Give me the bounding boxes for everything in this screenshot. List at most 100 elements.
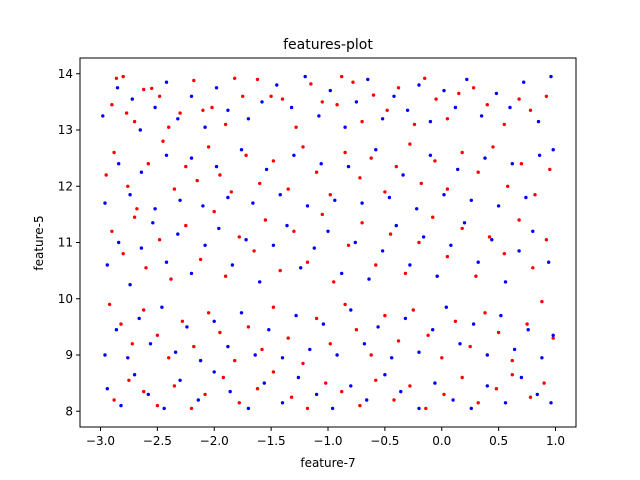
y-axis: 8 9 10 11 12 13 14 <box>58 67 80 418</box>
data-point <box>462 221 467 225</box>
data-point <box>218 173 222 177</box>
data-point <box>292 153 296 157</box>
points-layer <box>101 74 555 411</box>
data-point <box>263 218 268 222</box>
data-point <box>548 167 552 172</box>
data-point <box>246 406 251 411</box>
data-point <box>189 94 194 99</box>
data-point <box>424 406 428 411</box>
data-point <box>354 100 359 104</box>
data-point <box>540 356 544 360</box>
data-point <box>517 97 521 101</box>
data-point <box>144 266 148 270</box>
data-point <box>286 187 290 191</box>
data-point <box>319 162 323 166</box>
data-point <box>392 398 396 402</box>
data-point <box>218 330 222 335</box>
x-axis: −3.0 −2.5 −2.0 −1.5 −1.0 −0.5 0.0 0.5 1.0 <box>86 427 565 448</box>
data-point <box>440 356 444 360</box>
data-point <box>251 201 255 205</box>
data-point <box>349 308 353 312</box>
data-point <box>164 80 169 84</box>
data-point <box>244 238 248 242</box>
data-point <box>226 344 230 349</box>
data-point <box>237 401 241 405</box>
x-axis-label: feature-7 <box>300 456 355 470</box>
data-point <box>392 94 396 99</box>
data-point <box>280 356 285 360</box>
data-point <box>415 207 419 211</box>
y-tick-label: 9 <box>65 348 73 362</box>
data-point <box>314 316 319 321</box>
data-point <box>262 381 266 385</box>
data-point <box>362 342 367 346</box>
data-point <box>142 87 146 92</box>
data-point <box>112 398 116 402</box>
data-point <box>126 356 130 360</box>
data-point <box>396 339 401 343</box>
data-point <box>195 178 199 183</box>
data-point <box>445 117 450 121</box>
data-point <box>212 209 216 214</box>
data-point <box>531 229 535 233</box>
data-point <box>460 226 464 231</box>
data-point <box>292 229 296 233</box>
data-point <box>394 164 398 169</box>
x-tick-label: −2.0 <box>200 434 229 448</box>
data-point <box>244 153 248 157</box>
data-point <box>180 319 185 323</box>
data-point <box>255 387 260 391</box>
data-point <box>260 100 264 104</box>
data-point <box>160 305 164 309</box>
data-point <box>332 280 336 284</box>
data-point <box>417 83 421 87</box>
data-point <box>519 375 524 380</box>
data-point <box>289 105 294 110</box>
data-point <box>176 117 180 121</box>
data-point <box>423 76 427 81</box>
data-point <box>128 283 132 287</box>
data-point <box>528 395 533 399</box>
y-tick-label: 13 <box>58 123 73 137</box>
data-point <box>203 125 207 129</box>
data-point <box>139 246 144 250</box>
data-point <box>214 86 219 90</box>
data-point <box>366 77 370 82</box>
y-tick-label: 12 <box>58 179 73 193</box>
data-point <box>442 392 446 397</box>
y-tick-label: 14 <box>58 67 73 81</box>
data-point <box>385 108 389 113</box>
data-point <box>483 156 487 160</box>
data-point <box>449 243 453 247</box>
data-point <box>433 381 437 385</box>
data-point <box>535 392 539 397</box>
data-point <box>110 103 114 107</box>
data-point <box>349 384 353 388</box>
data-point <box>343 150 347 155</box>
data-point <box>117 240 121 245</box>
data-point <box>132 215 137 219</box>
x-tick-label: −2.5 <box>143 434 172 448</box>
data-point <box>333 198 337 202</box>
data-point <box>260 347 264 352</box>
data-point <box>468 344 472 349</box>
data-point <box>453 319 458 323</box>
data-point <box>252 249 256 253</box>
data-point <box>126 184 130 188</box>
data-point <box>314 392 319 397</box>
data-point <box>494 91 499 96</box>
data-point <box>157 94 162 99</box>
data-point <box>173 350 178 354</box>
data-point <box>139 170 144 174</box>
data-point <box>335 103 339 107</box>
data-point <box>210 105 214 110</box>
data-point <box>114 328 119 332</box>
data-point <box>309 82 313 86</box>
data-point <box>196 398 200 402</box>
x-tick-label: −1.0 <box>313 434 342 448</box>
data-point <box>433 159 437 163</box>
data-point <box>365 398 369 402</box>
data-point <box>408 384 412 388</box>
data-point <box>308 347 312 352</box>
